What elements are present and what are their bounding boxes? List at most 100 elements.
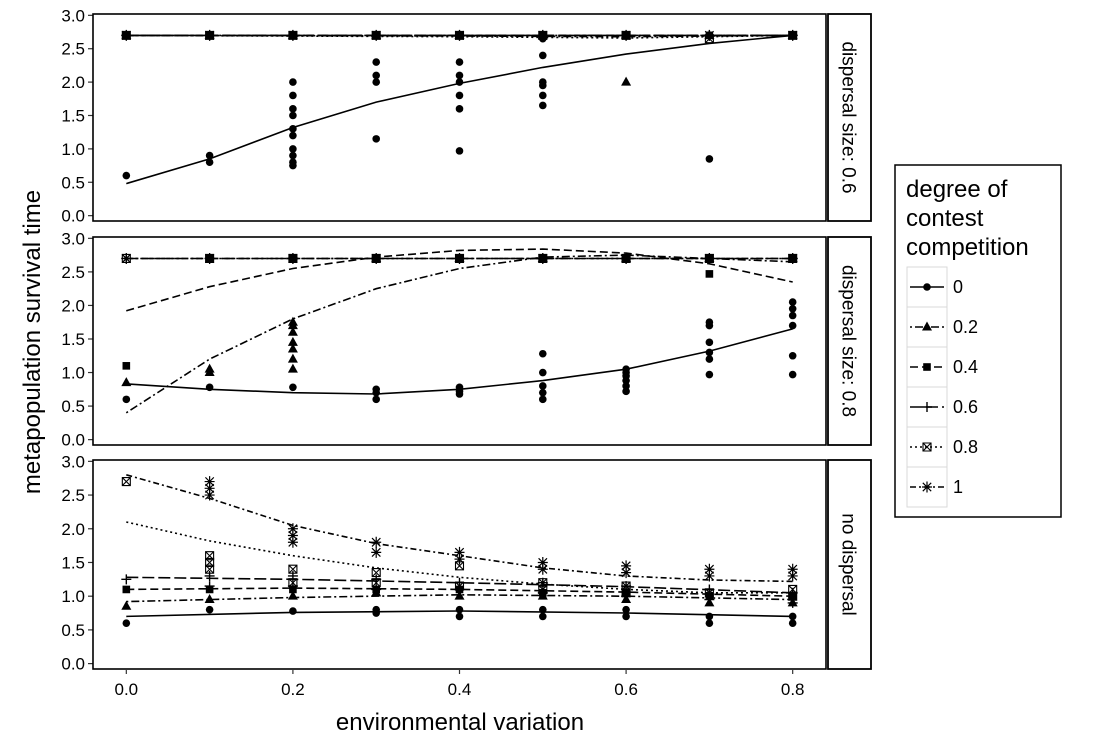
point-level-0 (289, 111, 297, 120)
point-level-1 (704, 563, 715, 575)
point-level-1 (537, 29, 548, 41)
point-level-0 (289, 131, 297, 140)
legend-entry-0: 0 (906, 266, 963, 308)
point-level-1 (204, 476, 215, 488)
legend-title-line-3: competition (906, 234, 1029, 261)
point-level-0 (788, 321, 797, 330)
point-level-0.8 (205, 564, 215, 574)
strip-label: no dispersal (838, 513, 859, 615)
legend-entry-0.8: 0.8 (906, 426, 978, 468)
point-level-0 (122, 619, 131, 627)
point-level-0.8 (621, 588, 631, 598)
y-tick-label: 2.5 (61, 263, 85, 282)
panel-2: 0.0 0.5 1.0 1.5 2.0 2.5 3.0 dispersal size: 0.8 (61, 229, 872, 450)
y-tick-label: 1.5 (61, 330, 85, 349)
point-level-1 (204, 482, 215, 494)
y-tick-label: 1.5 (61, 106, 85, 125)
strip-label: dispersal size: 0.6 (838, 41, 859, 193)
point-level-0.8 (288, 564, 298, 574)
y-tick-label: 0.0 (61, 207, 85, 226)
y-tick-label: 1.0 (61, 587, 85, 606)
point-level-1 (787, 570, 798, 582)
point-level-1 (704, 252, 715, 264)
legend-key-marker (922, 402, 932, 412)
legend-entry-1: 1 (906, 466, 963, 508)
point-level-1 (787, 563, 798, 575)
point-level-0.8 (704, 588, 714, 598)
point-level-1 (371, 536, 382, 548)
point-level-0 (289, 161, 297, 170)
fit-line-level-0.4 (126, 248, 793, 312)
panel-border (92, 236, 827, 446)
legend-label: 0.6 (953, 397, 978, 417)
point-level-0.2 (287, 343, 298, 353)
point-level-0.6 (371, 584, 382, 595)
point-level-0 (289, 91, 297, 100)
legend-title-line-2: contest (906, 205, 984, 232)
x-tick-label: 0.2 (281, 680, 305, 699)
point-level-0 (538, 368, 547, 377)
point-level-0 (538, 605, 547, 614)
strip-box (827, 13, 872, 222)
point-level-1 (621, 252, 632, 264)
x-tick-label: 0.8 (781, 680, 805, 699)
point-level-0.2 (287, 363, 298, 373)
point-level-0.2 (287, 326, 298, 336)
point-level-0 (205, 158, 214, 167)
point-level-0 (122, 395, 131, 404)
point-level-0 (538, 101, 547, 110)
point-level-1 (454, 546, 465, 558)
point-level-0 (622, 612, 630, 621)
legend-key-marker (923, 363, 931, 371)
y-tick-label: 2.5 (61, 486, 85, 505)
point-level-1 (537, 563, 548, 575)
point-level-0 (289, 145, 297, 153)
point-level-0 (538, 612, 547, 621)
point-level-0 (538, 388, 547, 397)
point-level-0 (289, 383, 297, 392)
y-tick-label: 3.0 (61, 6, 85, 25)
point-level-0 (622, 376, 630, 385)
point-level-0 (705, 619, 714, 627)
point-level-0 (372, 609, 381, 617)
point-level-0 (538, 51, 547, 60)
point-level-0 (538, 382, 547, 390)
point-level-0.6 (204, 581, 215, 592)
point-level-0.8 (788, 591, 798, 601)
point-level-0 (705, 155, 714, 163)
point-level-1 (204, 29, 215, 41)
x-axis-title: environmental variation (336, 709, 584, 736)
point-level-0 (455, 91, 464, 100)
point-level-0 (622, 382, 630, 390)
point-level-0 (372, 135, 381, 143)
legend-entry-0.6: 0.6 (906, 386, 978, 428)
legend-label: 0.4 (953, 357, 978, 377)
y-tick-label: 0.0 (61, 655, 85, 674)
legend-title-line-1: degree of (906, 176, 1008, 203)
point-level-0 (205, 605, 214, 614)
point-level-0.8 (371, 578, 381, 588)
point-level-1 (454, 553, 465, 565)
fit-line-level-0.2 (126, 593, 793, 603)
point-level-0.2 (287, 336, 298, 346)
chart-panels: 0.0 0.5 1.0 1.5 2.0 2.5 3.0 dispersal size: 0.6… (61, 6, 872, 674)
y-tick-label: 2.0 (61, 73, 85, 92)
fit-line-level-0.2 (125, 254, 793, 414)
legend-label: 0.2 (953, 317, 978, 337)
point-level-1 (704, 570, 715, 582)
point-level-0 (622, 387, 630, 396)
point-level-0 (205, 151, 214, 160)
y-tick-label: 0.5 (61, 397, 85, 416)
x-tick-label: 0.6 (614, 680, 638, 699)
point-level-1 (287, 523, 298, 535)
y-tick-label: 2.0 (61, 520, 85, 539)
point-level-0.8 (288, 578, 298, 588)
x-axis: 0.0 0.2 0.4 0.6 0.8 (114, 669, 805, 699)
legend-key-marker (922, 321, 932, 331)
point-level-0.8 (371, 568, 381, 578)
point-level-0.2 (204, 367, 215, 377)
point-level-0 (372, 78, 381, 86)
point-level-1 (704, 29, 715, 41)
point-level-0 (705, 321, 714, 330)
